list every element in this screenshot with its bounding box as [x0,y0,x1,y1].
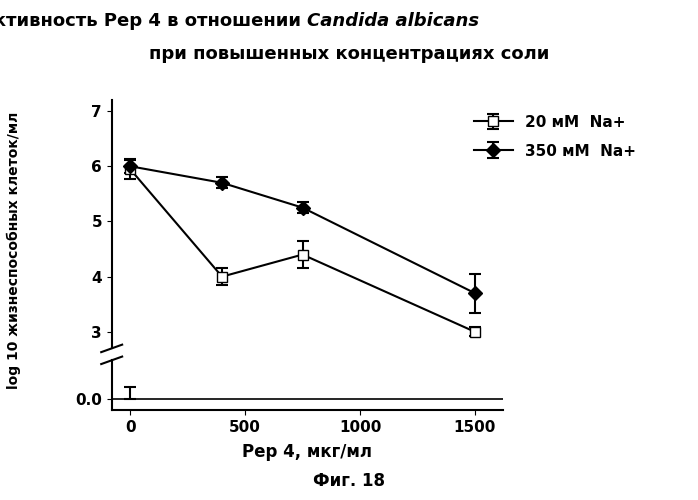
Legend: 20 мМ  Na+, 350 мМ  Na+: 20 мМ Na+, 350 мМ Na+ [467,108,644,167]
Text: Фиг. 18: Фиг. 18 [313,472,385,490]
Text: Candida albicans: Candida albicans [307,12,480,30]
Text: при повышенных концентрациях соли: при повышенных концентрациях соли [149,45,549,63]
Text: log 10 жизнеспособных клеток/мл: log 10 жизнеспособных клеток/мл [7,112,21,388]
Text: Активность Рер 4 в отношении: Активность Рер 4 в отношении [0,12,307,30]
X-axis label: Рер 4, мкг/мл: Рер 4, мкг/мл [242,443,372,461]
